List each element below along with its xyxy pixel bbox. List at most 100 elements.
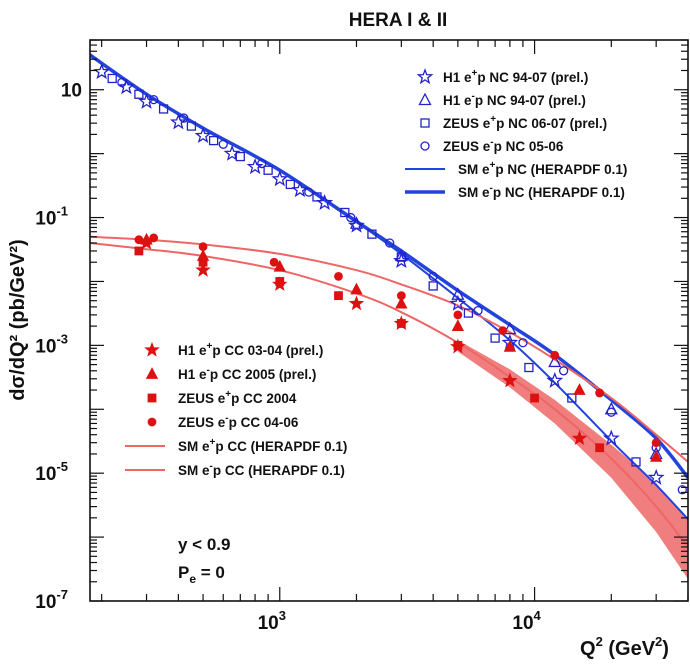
data-point	[134, 235, 144, 245]
data-point	[490, 333, 500, 343]
data-point	[548, 354, 562, 368]
data-point	[503, 339, 517, 352]
data-point	[149, 94, 159, 105]
data-point	[235, 151, 245, 162]
data-point	[198, 242, 208, 252]
data-point	[606, 407, 616, 417]
data-point	[451, 319, 465, 332]
data-point	[349, 216, 364, 229]
data-point	[677, 485, 687, 495]
legend-marker	[416, 68, 434, 85]
y-axis-label: dσ/dQ² (pb/GeV²)	[7, 239, 29, 400]
legend-label: ZEUS e+p NC 06-07 (prel.)	[443, 114, 607, 131]
data-point	[367, 229, 377, 239]
data-point	[518, 338, 528, 348]
cc-band	[457, 340, 688, 580]
data-point	[218, 139, 228, 149]
data-point	[463, 308, 474, 318]
legend-nc: H1 e+p NC 94-07 (prel.) H1 e-p NC 94-07 (…	[405, 68, 627, 200]
data-point	[134, 89, 144, 99]
legend-label: SM e+p CC (HERAPDF 0.1)	[178, 437, 347, 454]
data-point	[550, 350, 560, 360]
data-point	[263, 165, 273, 175]
cut-pe: Pe = 0	[178, 563, 225, 586]
y-tick-label: 10-3	[35, 331, 68, 357]
data-point	[571, 430, 588, 446]
chart-title: HERA I & II	[349, 10, 448, 31]
data-point	[546, 371, 564, 388]
legend-label: H1 e-p NC 94-07 (prel.)	[443, 91, 586, 108]
legend-marker	[418, 92, 432, 106]
legend-label: SM e+p NC (HERAPDF 0.1)	[458, 160, 627, 177]
y-tick-label: 10-5	[35, 459, 68, 485]
data-point	[348, 295, 365, 311]
data-point	[334, 271, 343, 281]
legend-marker	[147, 417, 157, 427]
cut-y: y < 0.9	[178, 535, 230, 554]
legend-marker	[144, 341, 160, 357]
data-point	[595, 388, 605, 398]
data-point	[179, 113, 189, 123]
legend-label: SM e-p CC (HERAPDF 0.1)	[178, 461, 345, 478]
legend-label: H1 e+p NC 94-07 (prel.)	[443, 68, 588, 85]
data-point	[194, 126, 212, 143]
data-point	[134, 246, 144, 256]
plot-frame	[89, 39, 689, 602]
data-point	[573, 383, 586, 395]
data-point	[449, 294, 467, 311]
data-point	[503, 321, 517, 335]
data-point	[498, 326, 508, 336]
data-point	[451, 287, 465, 300]
data-point	[428, 281, 438, 291]
x-tick-label: 103	[258, 608, 286, 634]
data-point	[647, 468, 665, 485]
data-point	[347, 216, 365, 233]
data-point	[93, 63, 111, 80]
data-point	[273, 259, 286, 272]
legend-marker	[420, 118, 430, 128]
data-point	[208, 135, 219, 146]
data-point	[502, 372, 518, 388]
legend-marker	[147, 393, 157, 403]
y-tick-label: 10-7	[35, 587, 68, 613]
data-point	[271, 170, 289, 187]
data-point	[246, 158, 264, 175]
data-point	[567, 393, 577, 403]
data-point	[117, 78, 135, 95]
legend-label: SM e-p NC (HERAPDF 0.1)	[458, 183, 625, 200]
legend-marker	[420, 141, 430, 151]
data-point	[223, 144, 241, 161]
y-tick-label: 10-1	[35, 204, 68, 230]
data-point	[340, 207, 350, 218]
data-point	[140, 232, 153, 245]
data-point	[117, 77, 127, 88]
data-point	[285, 179, 295, 190]
legend-marker	[145, 367, 159, 379]
data-point	[530, 393, 539, 403]
x-axis-label-text: Q2 (GeV2)	[580, 634, 669, 660]
data-point	[350, 282, 363, 295]
data-point	[651, 438, 661, 448]
data-point	[650, 450, 663, 462]
data-point	[269, 257, 279, 267]
data-point	[631, 457, 641, 467]
x-tick-label: 104	[512, 608, 541, 634]
data-point	[453, 340, 463, 350]
data-point	[275, 277, 285, 286]
data-point	[396, 319, 406, 328]
data-point	[107, 73, 117, 84]
x-axis-label: Q2 (GeV2)	[580, 634, 669, 660]
legend-label: H1 e-p CC 2005 (prel.)	[178, 365, 316, 382]
data-point	[395, 296, 408, 309]
plot-area	[90, 53, 688, 580]
data-point	[602, 429, 620, 446]
data-point	[169, 113, 187, 130]
legend-label: ZEUS e+p CC 2004	[178, 389, 297, 406]
curve-1	[90, 53, 688, 479]
data-point	[428, 271, 438, 282]
data-point	[346, 212, 356, 223]
data-point	[158, 104, 169, 114]
kinematic-cuts: y < 0.9 Pe = 0	[178, 535, 230, 586]
data-point	[558, 366, 569, 376]
legend-cc: H1 e+p CC 03-04 (prel.) H1 e-p CC 2005 (p…	[125, 341, 347, 478]
